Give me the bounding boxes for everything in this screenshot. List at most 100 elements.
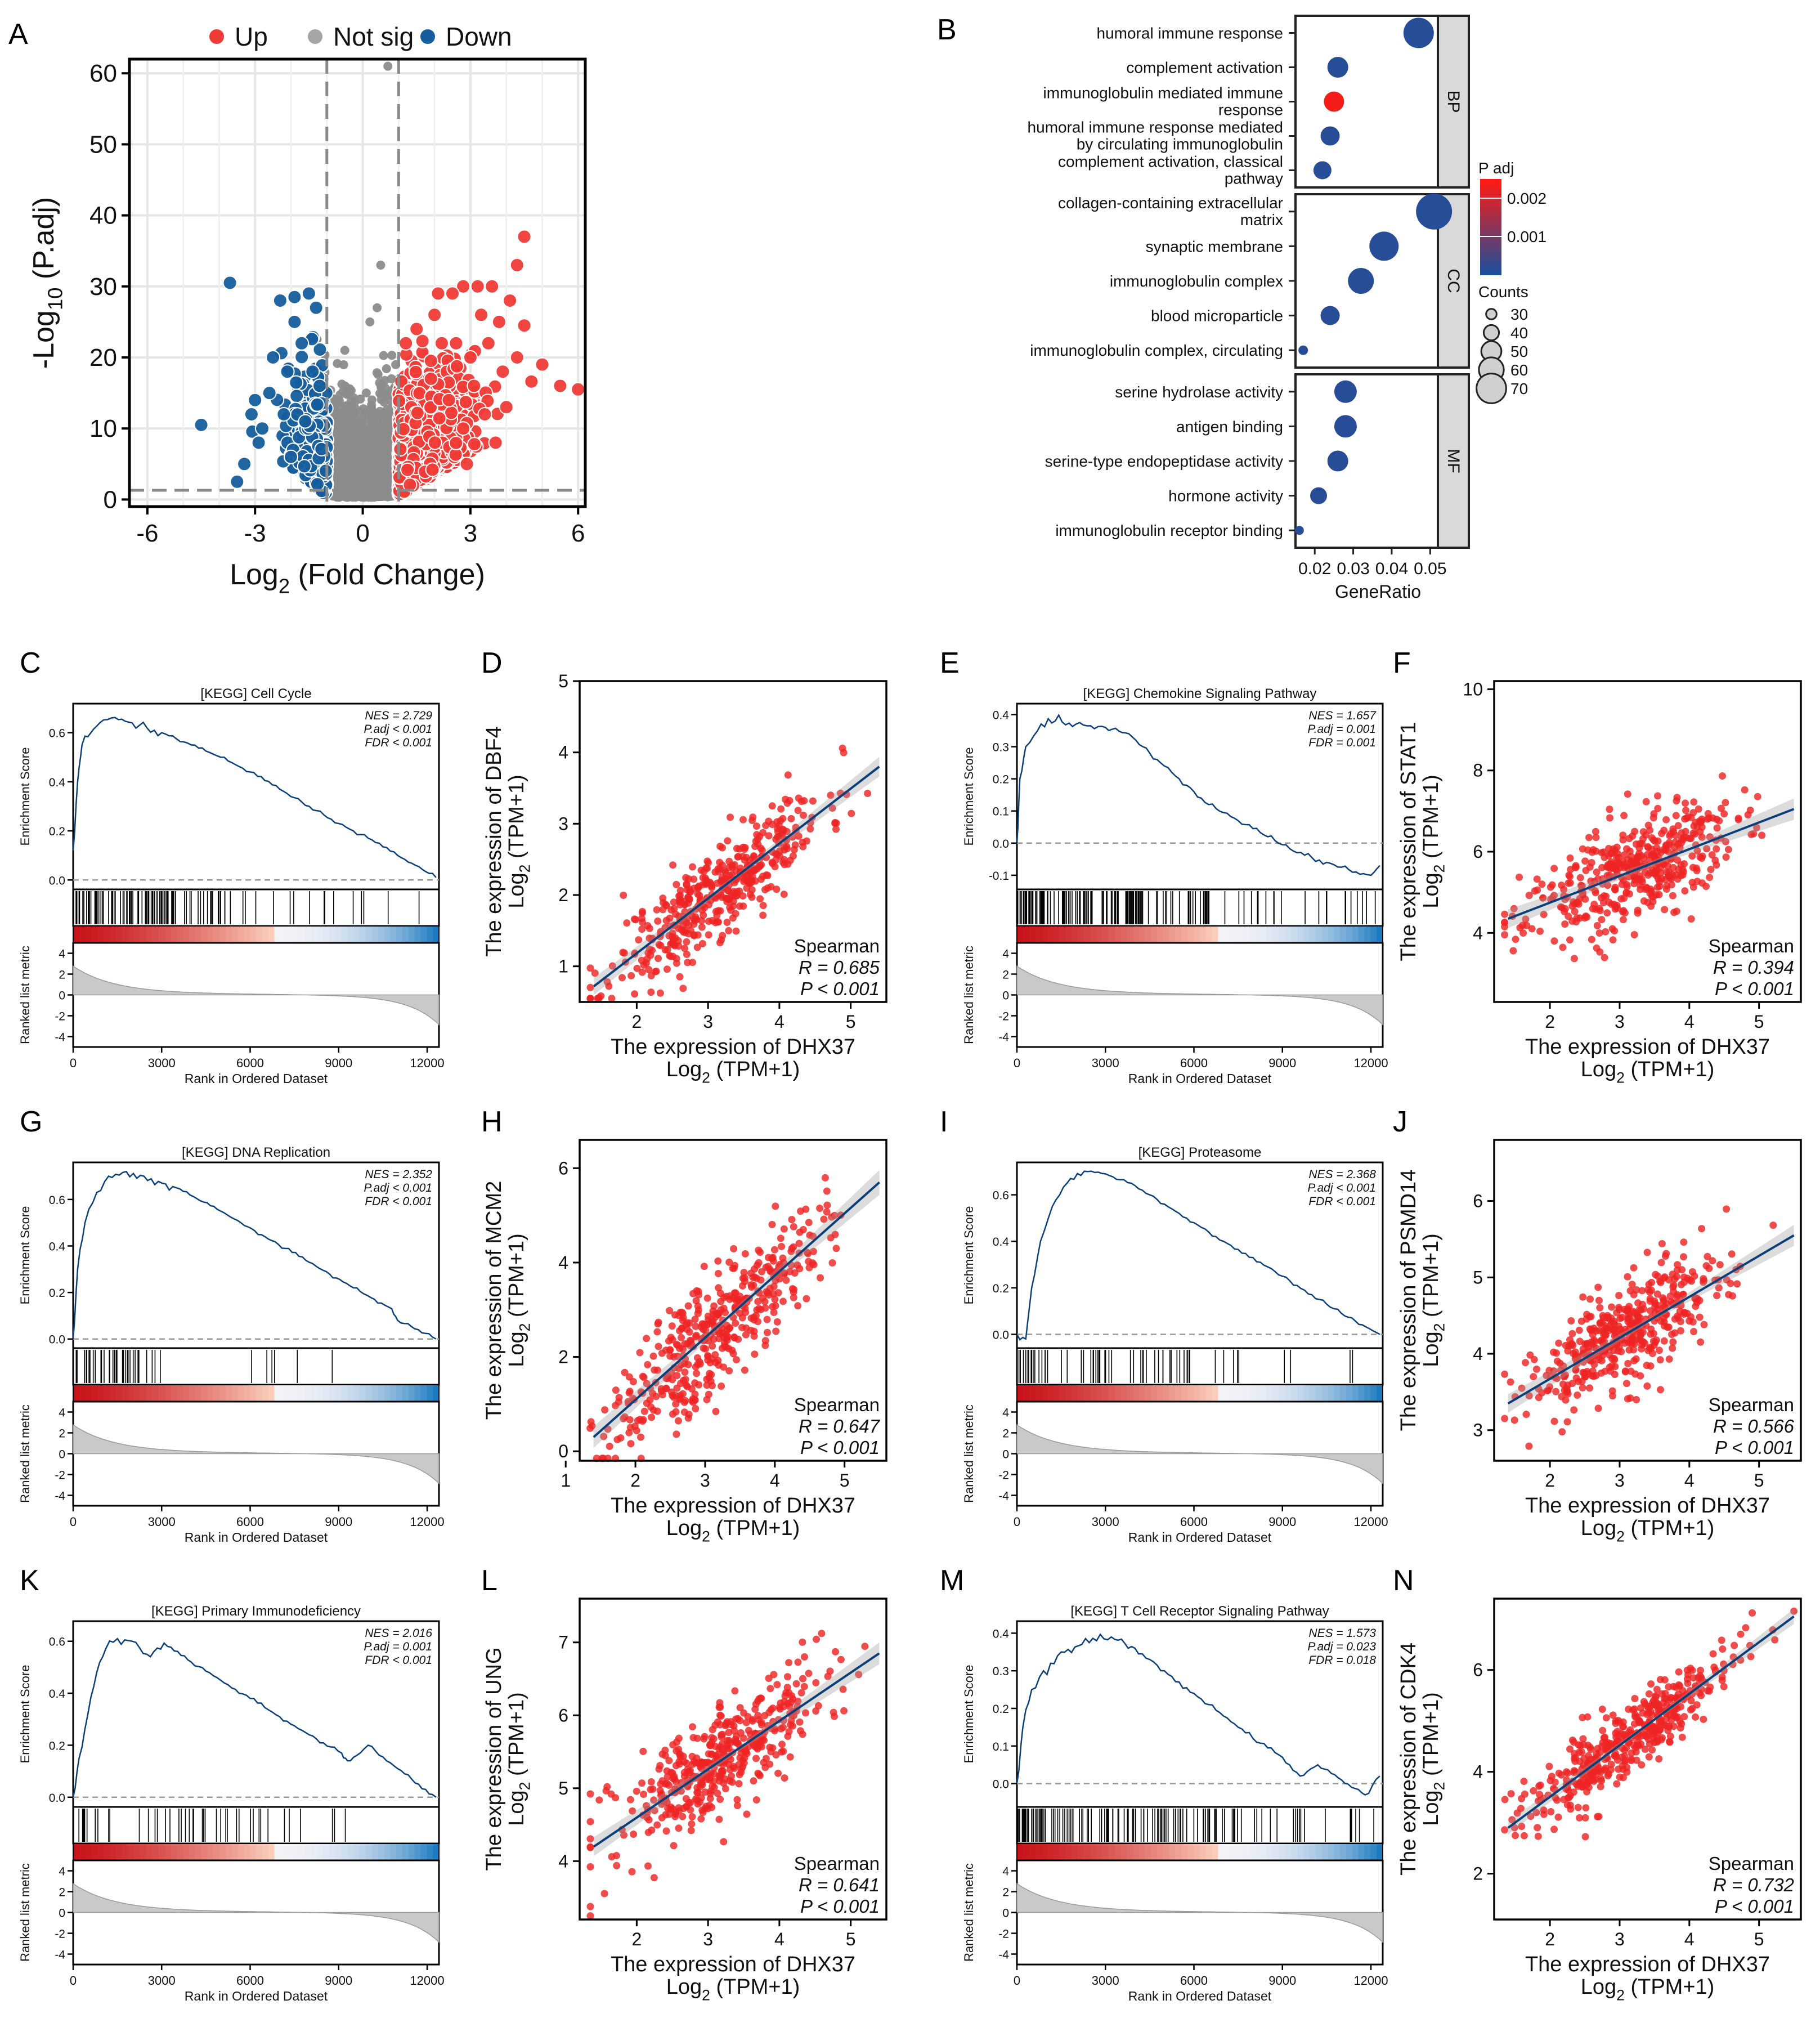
volcano-point bbox=[375, 491, 385, 500]
volcano-point bbox=[294, 350, 310, 365]
color-bar-segment bbox=[1480, 272, 1501, 275]
volcano-point bbox=[289, 388, 304, 404]
volcano-point bbox=[553, 378, 568, 393]
go-term-label: humoral immune response bbox=[1097, 25, 1284, 42]
go-term-label: serine hydrolase activity bbox=[1115, 383, 1283, 401]
volcano-point bbox=[351, 464, 361, 474]
go-term-dot bbox=[1416, 193, 1453, 230]
volcano-point bbox=[509, 350, 525, 365]
volcano-point bbox=[477, 407, 492, 422]
volcano-point bbox=[495, 364, 510, 379]
volcano-point bbox=[244, 407, 259, 422]
panel-label: D bbox=[481, 647, 503, 679]
go-term-dot bbox=[1298, 345, 1308, 355]
volcano-point bbox=[266, 350, 281, 365]
gsea-stat: NES = 2.729 bbox=[365, 709, 432, 722]
volcano-point bbox=[352, 476, 361, 485]
panel-label: J bbox=[1393, 1106, 1407, 1138]
x-axis-title: Log2 (Fold Change) bbox=[230, 558, 485, 598]
volcano-point bbox=[387, 351, 397, 360]
volcano-point bbox=[427, 435, 442, 450]
volcano-point bbox=[276, 407, 292, 422]
go-term-dot bbox=[1334, 415, 1357, 438]
panel-label: L bbox=[481, 1564, 497, 1597]
rank-heat-segment bbox=[73, 926, 80, 943]
volcano-point bbox=[398, 335, 414, 351]
volcano-point bbox=[459, 457, 474, 472]
volcano-point bbox=[415, 333, 430, 348]
go-term-dot bbox=[1324, 91, 1344, 112]
size-legend-dot bbox=[1482, 324, 1500, 342]
legend-label: Up bbox=[235, 22, 268, 51]
volcano-point bbox=[284, 449, 298, 464]
volcano-point bbox=[308, 300, 324, 315]
volcano-point bbox=[432, 411, 447, 426]
size-legend-title: Counts bbox=[1478, 283, 1528, 301]
go-term-label: pathway bbox=[1225, 170, 1283, 187]
volcano-point bbox=[367, 400, 376, 410]
volcano-point bbox=[364, 426, 373, 435]
volcano-point bbox=[470, 279, 485, 294]
go-term-label: humoral immune response mediated bbox=[1028, 119, 1283, 136]
volcano-point bbox=[485, 279, 500, 294]
volcano-point bbox=[499, 400, 514, 415]
color-legend-label: 0.001 bbox=[1507, 228, 1546, 245]
volcano-point bbox=[374, 409, 384, 418]
volcano-point bbox=[571, 382, 586, 397]
size-legend-dot bbox=[1485, 308, 1498, 320]
x-tick-label: 0.05 bbox=[1414, 560, 1446, 578]
volcano-point bbox=[524, 374, 539, 389]
panel-label: F bbox=[1393, 647, 1411, 679]
volcano-point bbox=[427, 307, 442, 323]
size-legend-label: 40 bbox=[1510, 324, 1528, 342]
volcano-point bbox=[289, 375, 304, 390]
volcano-point bbox=[287, 314, 302, 329]
volcano-point bbox=[456, 421, 471, 436]
go-term-label: hormone activity bbox=[1168, 487, 1283, 505]
volcano-point bbox=[344, 438, 353, 448]
panel-label: A bbox=[8, 18, 28, 51]
volcano-point bbox=[237, 457, 252, 472]
volcano-point bbox=[301, 286, 316, 301]
y-axis-title: Enrichment Score bbox=[18, 748, 32, 846]
group-strip-label: CC bbox=[1444, 269, 1463, 293]
y-tick-label: 20 bbox=[89, 344, 117, 372]
go-term-dot bbox=[1294, 526, 1304, 535]
volcano-point bbox=[297, 459, 312, 474]
volcano-point bbox=[409, 321, 424, 337]
volcano-point bbox=[445, 286, 460, 301]
volcano-point bbox=[467, 437, 482, 452]
x-tick-label: 0.04 bbox=[1375, 560, 1408, 578]
volcano-point bbox=[400, 462, 415, 477]
volcano-point bbox=[305, 364, 320, 379]
volcano-point bbox=[333, 359, 342, 368]
rank-heat-segment bbox=[79, 926, 86, 943]
volcano-point bbox=[387, 374, 396, 383]
volcano-point bbox=[310, 397, 325, 412]
volcano-point bbox=[373, 370, 383, 379]
volcano-point bbox=[517, 229, 532, 244]
volcano-point bbox=[363, 448, 373, 458]
y-tick-label: 0.2 bbox=[49, 825, 65, 838]
go-term-label: collagen-containing extracellular bbox=[1058, 194, 1283, 212]
volcano-point bbox=[463, 350, 478, 365]
y-tick-label: 0.4 bbox=[49, 776, 66, 789]
panel-label: C bbox=[20, 647, 41, 679]
size-legend-label: 30 bbox=[1510, 306, 1528, 323]
volcano-point bbox=[361, 388, 371, 398]
y-tick-label: 40 bbox=[89, 202, 117, 230]
volcano-point bbox=[347, 410, 357, 419]
x-tick-label: 0.02 bbox=[1298, 560, 1331, 578]
volcano-point bbox=[294, 335, 310, 351]
x-tick-label: -3 bbox=[244, 520, 266, 547]
volcano-point bbox=[312, 378, 327, 393]
volcano-point bbox=[340, 346, 349, 355]
volcano-point bbox=[434, 335, 449, 351]
legend-label: Down bbox=[446, 22, 512, 51]
go-term-label: immunoglobulin receptor binding bbox=[1055, 522, 1283, 539]
